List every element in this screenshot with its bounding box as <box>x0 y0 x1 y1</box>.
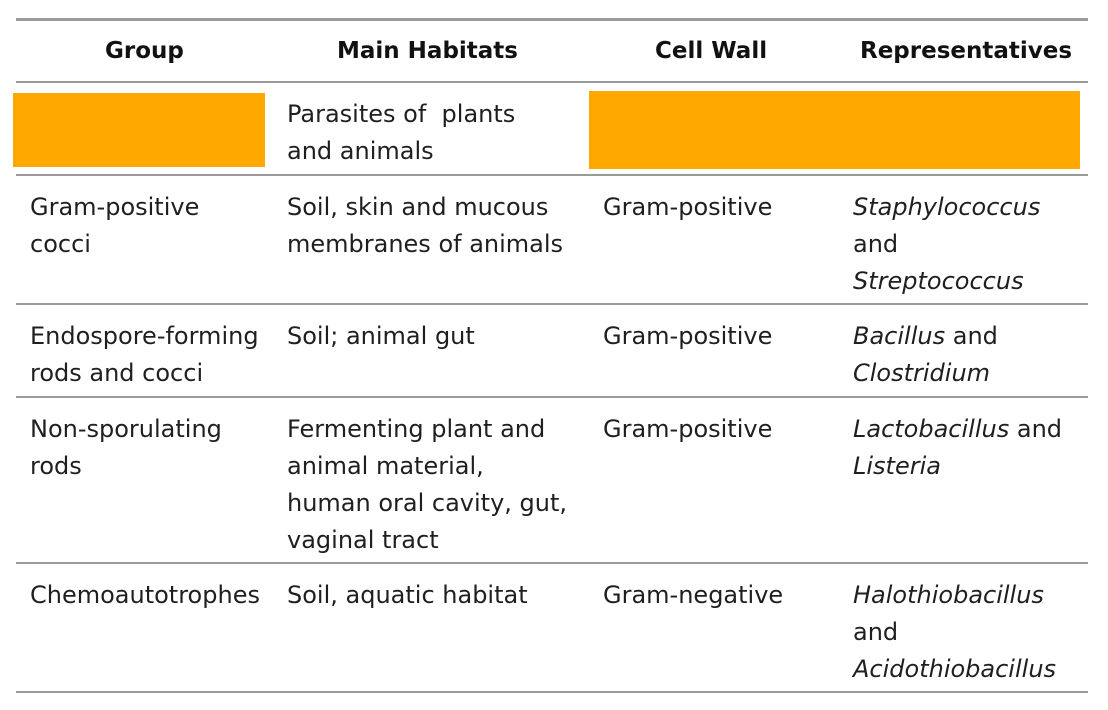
table-bottom-rule <box>16 691 1088 693</box>
row-divider <box>16 303 1088 305</box>
row-4-cell-wall: Gram-positive <box>603 415 773 443</box>
row-2-group: Gram-positive cocci <box>30 193 200 258</box>
row-4-group: Non-sporulating rods <box>30 415 222 480</box>
row-3-group: Endospore-forming rods and cocci <box>30 322 259 387</box>
row-divider <box>16 396 1088 398</box>
row-4-habitats: Fermenting plant and animal material, hu… <box>287 415 568 554</box>
row-5-group: Chemoautotrophes <box>30 581 260 609</box>
row-3-cell-wall: Gram-positive <box>603 322 773 350</box>
header-cell-wall: Cell Wall <box>655 38 768 64</box>
row-3-representatives: Bacillus and Clostridium <box>853 322 998 387</box>
row-5-representatives: Halothiobacillus and Acidothiobacillus <box>853 581 1057 683</box>
row-4-representatives: Lactobacillus and Listeria <box>853 415 1063 480</box>
row-1-habitats: Parasites of plants and animals <box>287 100 516 165</box>
header-bottom-rule <box>16 81 1088 83</box>
row-5-habitats: Soil, aquatic habitat <box>287 581 528 609</box>
row-5-cell-wall: Gram-negative <box>603 581 784 609</box>
row-3-habitats: Soil; animal gut <box>287 322 475 350</box>
row-divider <box>16 562 1088 564</box>
row-2-cell-wall: Gram-positive <box>603 193 773 221</box>
row-2-representatives: Staphylococcus and Streptococcus <box>853 193 1041 295</box>
header-main-habitats: Main Habitats <box>337 38 518 64</box>
redaction-box-cellwall-representatives <box>589 91 1080 169</box>
row-divider <box>16 174 1088 176</box>
bacteria-groups-table: Group Main Habitats Cell Wall Representa… <box>13 18 1088 694</box>
row-2-habitats: Soil, skin and mucous membranes of anima… <box>287 193 564 258</box>
header-representatives: Representatives <box>860 38 1073 64</box>
table-top-rule <box>16 18 1088 21</box>
redaction-box-group <box>13 93 265 167</box>
header-group: Group <box>105 38 184 64</box>
